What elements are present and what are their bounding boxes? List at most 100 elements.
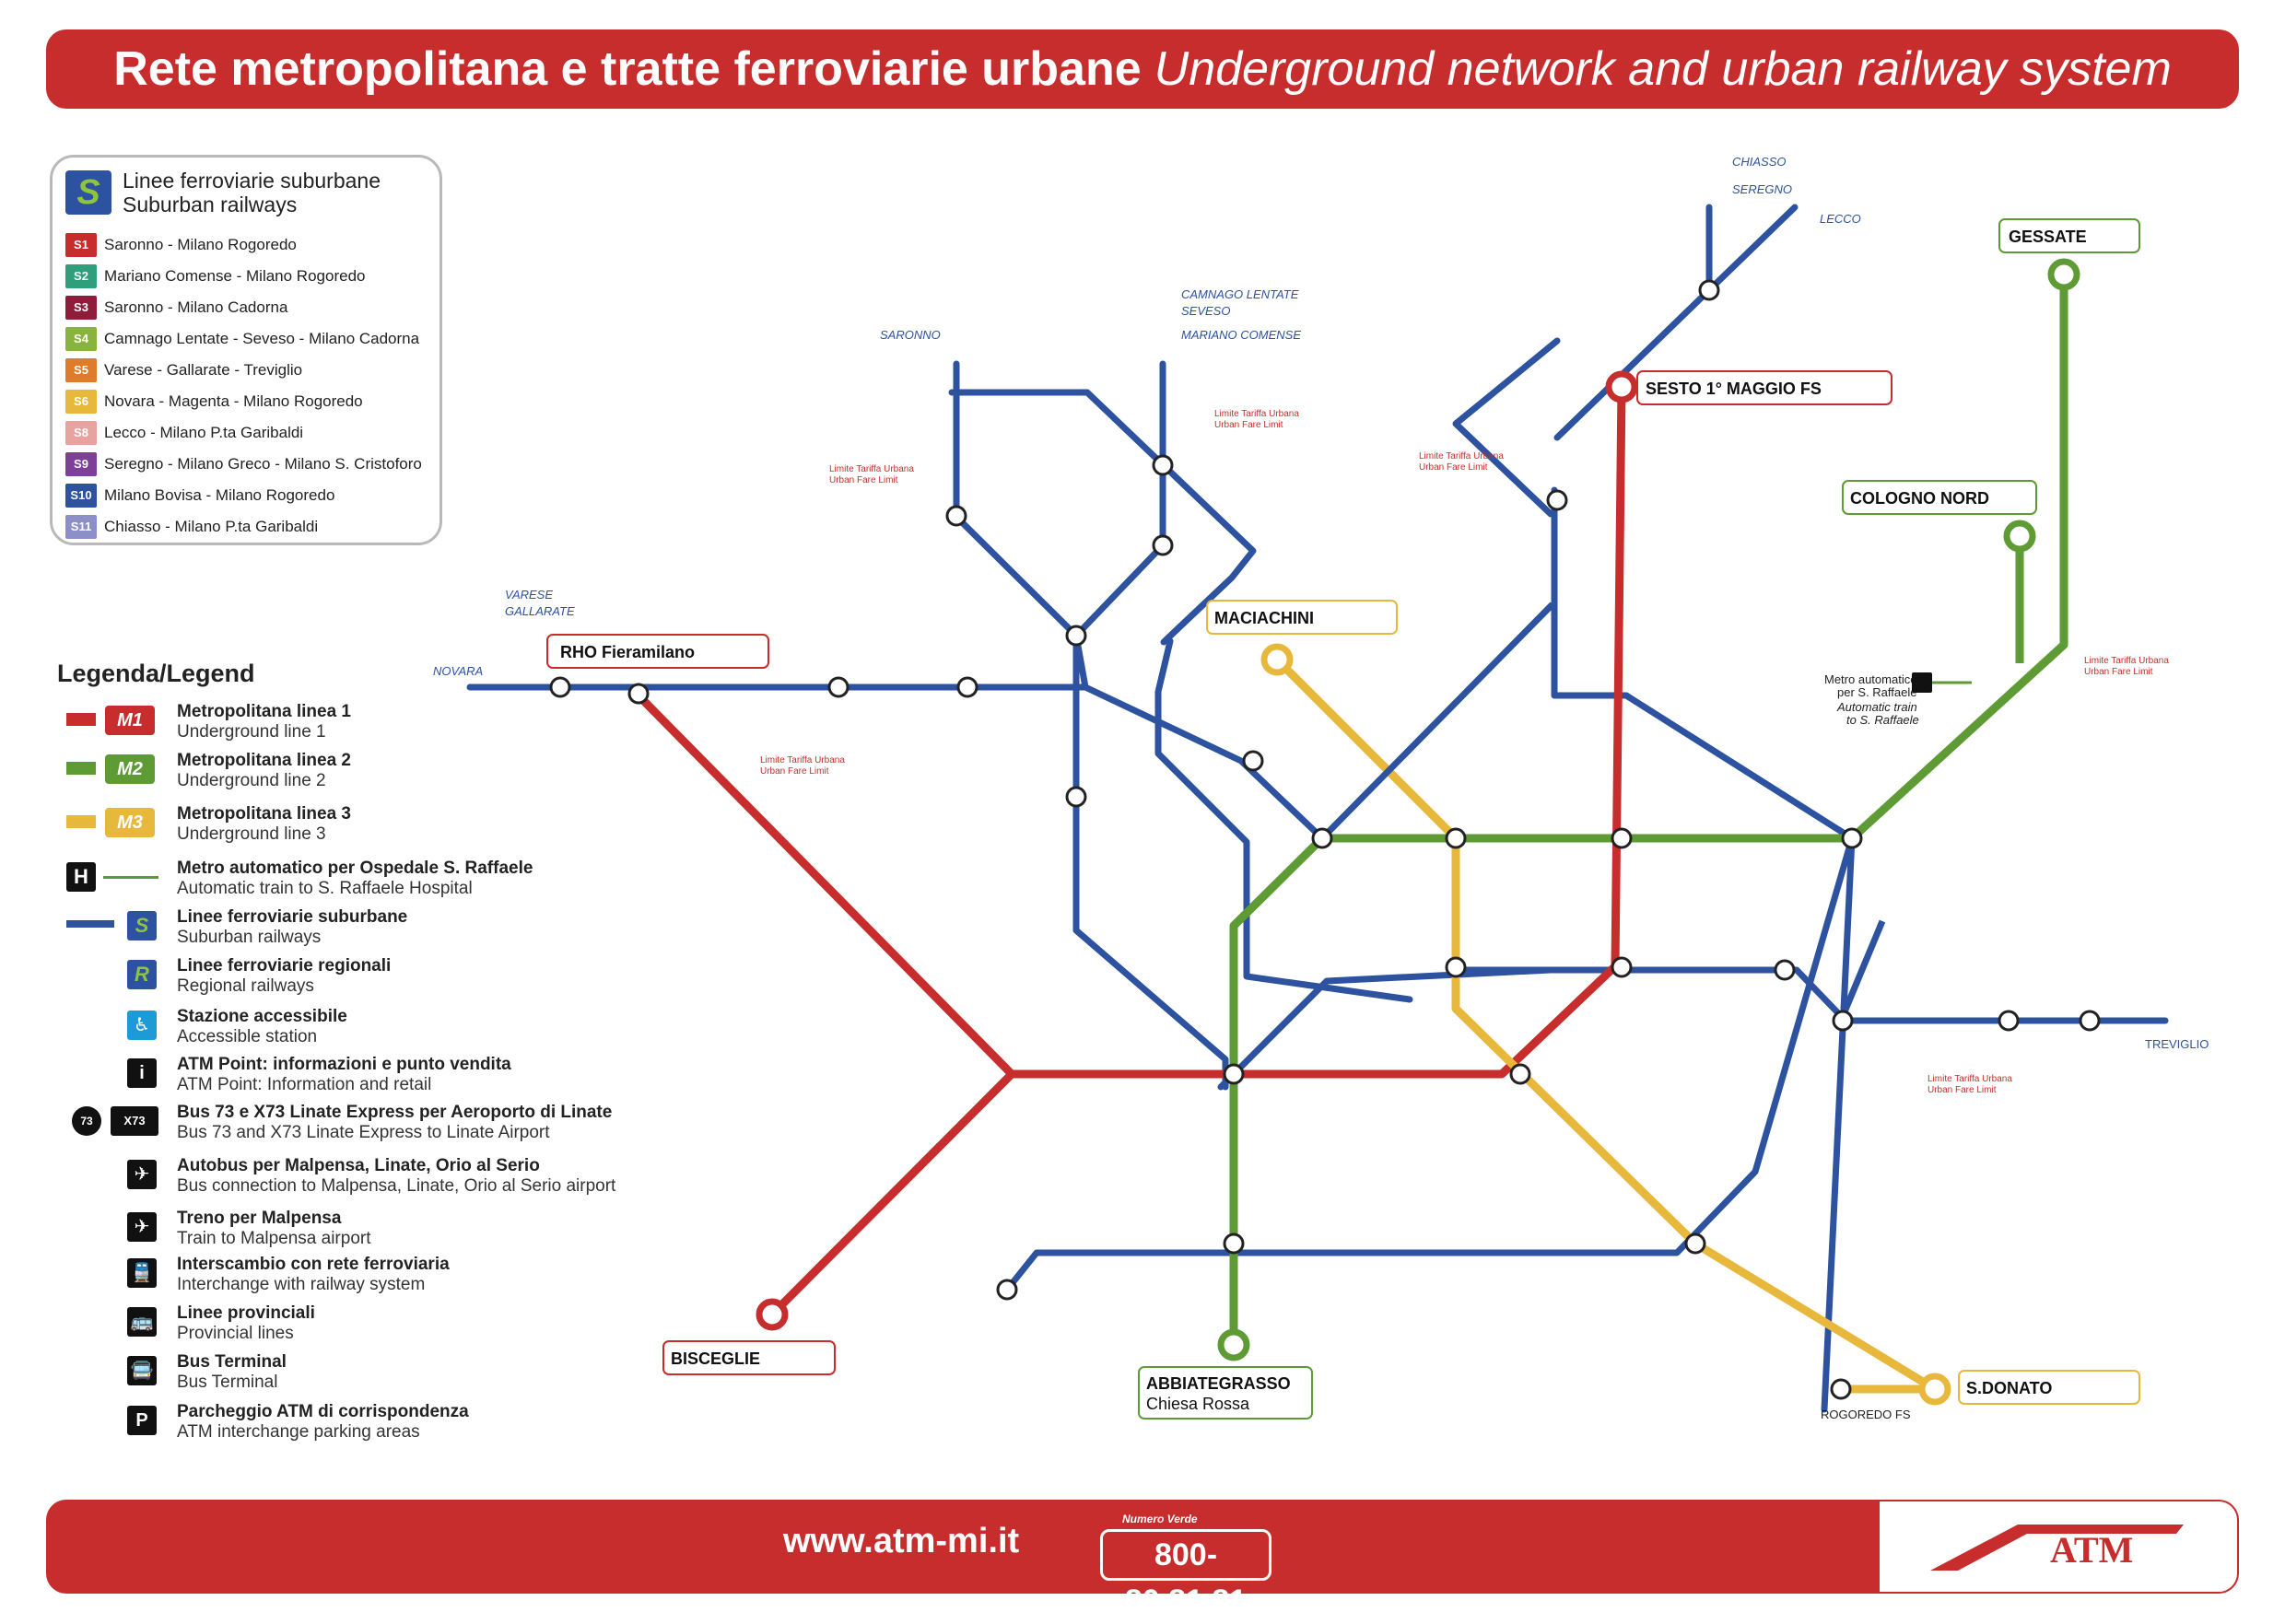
station-pta-vittoria[interactable]: [1832, 1010, 1854, 1032]
station-porta-romana[interactable]: [1684, 1233, 1706, 1255]
suburban-line-route: Varese - Gallarate - Treviglio: [104, 361, 303, 379]
website-link[interactable]: www.atm-mi.it: [783, 1522, 1020, 1560]
legend-symbol-icon: ♿: [66, 1007, 168, 1044]
legend-item-label: Linee ferroviarie regionali: [177, 956, 392, 976]
m2-line-abbiategrasso: [1229, 835, 1326, 1336]
hotline: Numero Verde 800-80.81.81: [1085, 1513, 1271, 1618]
station-rho[interactable]: [549, 676, 571, 698]
dir-camnago: CAMNAGO LENTATE: [1181, 287, 1299, 301]
page-title-bar: Rete metropolitana e tratte ferroviarie …: [46, 29, 2239, 109]
station-quarto-oggiaro[interactable]: [945, 505, 967, 527]
station-duomo[interactable]: [1509, 1063, 1531, 1085]
station-centrale[interactable]: [1445, 827, 1467, 849]
station-affori[interactable]: [1152, 534, 1174, 556]
label-rho: RHO Fieramilano: [560, 643, 695, 661]
svg-text:ATM: ATM: [2050, 1529, 2133, 1571]
station-lambrate[interactable]: [1841, 827, 1863, 849]
legend-symbol-icon: S: [66, 907, 168, 944]
suburban-line-item: S2 Mariano Comense - Milano Rogoredo: [65, 264, 365, 288]
suburban-line-item: S6 Novara - Magenta - Milano Rogoredo: [65, 390, 363, 414]
station-romolo[interactable]: [1223, 1233, 1245, 1255]
station-repubblica[interactable]: [1445, 956, 1467, 978]
suburban-lines: [466, 204, 2169, 1413]
station-dateo[interactable]: [1774, 959, 1796, 981]
station-lancetti[interactable]: [1242, 750, 1264, 772]
terminal-cologno[interactable]: [2003, 520, 2036, 553]
legend-symbol-icon: ✈: [66, 1209, 168, 1245]
label-rogoredo: ROGOREDO FS: [1821, 1408, 1911, 1421]
label-sesto: SESTO 1° MAGGIO FS: [1646, 380, 1822, 398]
station-domodossola[interactable]: [1065, 786, 1087, 808]
suburban-line-lambrate-link: [1837, 919, 1886, 1022]
station-certosa[interactable]: [827, 676, 850, 698]
hotline-label: Numero Verde: [1122, 1513, 1198, 1525]
legend-symbol-icon: M3: [66, 804, 168, 841]
suburban-line-route: Lecco - Milano P.ta Garibaldi: [104, 424, 304, 441]
atm-logo-icon: ATM: [1930, 1525, 2184, 1571]
fare-limit-rho-it: Limite Tariffa Urbana: [760, 755, 845, 765]
legend-item: M2 Metropolitana linea 2 Underground line …: [66, 751, 638, 793]
terminal-abbiategrasso[interactable]: [1217, 1328, 1250, 1361]
suburban-line-east-a: [1551, 486, 1856, 1413]
legend-item-sublabel: Train to Malpensa airport: [177, 1229, 371, 1248]
station-pioltello[interactable]: [2079, 1010, 2101, 1032]
m1-line-main: [634, 386, 1626, 1079]
station-bovisa[interactable]: [1065, 625, 1087, 647]
station-segrate[interactable]: [1998, 1010, 2020, 1032]
suburban-logo-icon: S: [65, 170, 111, 215]
legend-item-label: Metropolitana linea 3: [177, 804, 351, 824]
suburban-line-badge: S1: [65, 233, 97, 257]
station-villapizzone[interactable]: [956, 676, 978, 698]
legend-item-label: Linee provinciali: [177, 1303, 315, 1323]
suburban-line-route: Seregno - Milano Greco - Milano S. Crist…: [104, 455, 422, 473]
suburban-line-item: S4 Camnago Lentate - Seveso - Milano Cado…: [65, 327, 419, 351]
station-loreto[interactable]: [1611, 827, 1633, 849]
station-monza[interactable]: [1698, 279, 1720, 301]
terminal-bisceglie[interactable]: [756, 1298, 789, 1331]
station-rogoredo[interactable]: [1830, 1378, 1852, 1400]
legend-item-label: ATM Point: informazioni e punto vendita: [177, 1055, 511, 1074]
legend-item-sublabel: Bus 73 and X73 Linate Express to Linate …: [177, 1123, 550, 1142]
suburban-line-badge: S11: [65, 515, 97, 539]
label-box-gessate: [1998, 218, 2140, 253]
station-bruzzano[interactable]: [1152, 454, 1174, 476]
atm-logo: ATM: [1880, 1500, 2239, 1594]
label-abbiategrasso: ABBIATEGRASSO: [1146, 1374, 1291, 1393]
fare-limit-notes: Limite Tariffa Urbana Urban Fare Limit L…: [760, 409, 2169, 1095]
dir-mariano: MARIANO COMENSE: [1181, 328, 1301, 342]
station-greco[interactable]: [1546, 489, 1568, 511]
dir-seveso: SEVESO: [1181, 304, 1230, 318]
station-cadorna[interactable]: [1223, 1063, 1245, 1085]
legend-item-label: Treno per Malpensa: [177, 1209, 342, 1228]
station-rho-fieramilano[interactable]: [627, 683, 650, 705]
interchange-markers: [549, 279, 2101, 1400]
suburban-line-item: S1 Saronno - Milano Rogoredo: [65, 233, 297, 257]
terminal-gessate[interactable]: [2047, 258, 2080, 291]
footer: www.atm-mi.it Numero Verde 800-80.81.81 …: [46, 1500, 2239, 1618]
station-pta-venezia[interactable]: [1611, 956, 1633, 978]
label-bisceglie: BISCEGLIE: [671, 1349, 760, 1368]
legend-item-sublabel: Bus connection to Malpensa, Linate, Orio…: [177, 1176, 616, 1196]
station-garibaldi[interactable]: [1311, 827, 1333, 849]
suburban-line-badge: S2: [65, 264, 97, 288]
fare-limit-segrate-it: Limite Tariffa Urbana: [1928, 1074, 2012, 1084]
legend-symbol-icon: M2: [66, 751, 168, 788]
legend-symbol-icon: 🚌: [66, 1303, 168, 1340]
fare-limit-seveso-it: Limite Tariffa Urbana: [1214, 409, 1299, 419]
dir-treviglio: TREVIGLIO: [2145, 1037, 2209, 1051]
legend-item-label: Metropolitana linea 1: [177, 702, 351, 721]
dir-saronno: SARONNO: [880, 328, 941, 342]
terminal-maciachini[interactable]: [1260, 643, 1294, 676]
terminal-sesto[interactable]: [1605, 370, 1638, 403]
suburban-line-badge: S3: [65, 296, 97, 320]
legend-item: P Parcheggio ATM di corrispondenza ATM int…: [66, 1402, 638, 1444]
fare-limit-greco-en: Urban Fare Limit: [1419, 462, 1488, 473]
label-box-rho: [546, 634, 769, 669]
station-s-cristoforo[interactable]: [996, 1279, 1018, 1301]
hotline-number[interactable]: 800-80.81.81: [1100, 1529, 1271, 1618]
terminal-markers: [756, 258, 2080, 1406]
label-box-bisceglie: [662, 1340, 836, 1375]
terminal-sdonato[interactable]: [1918, 1373, 1951, 1406]
legend-item: ♿ Stazione accessibile Accessible station: [66, 1007, 638, 1049]
